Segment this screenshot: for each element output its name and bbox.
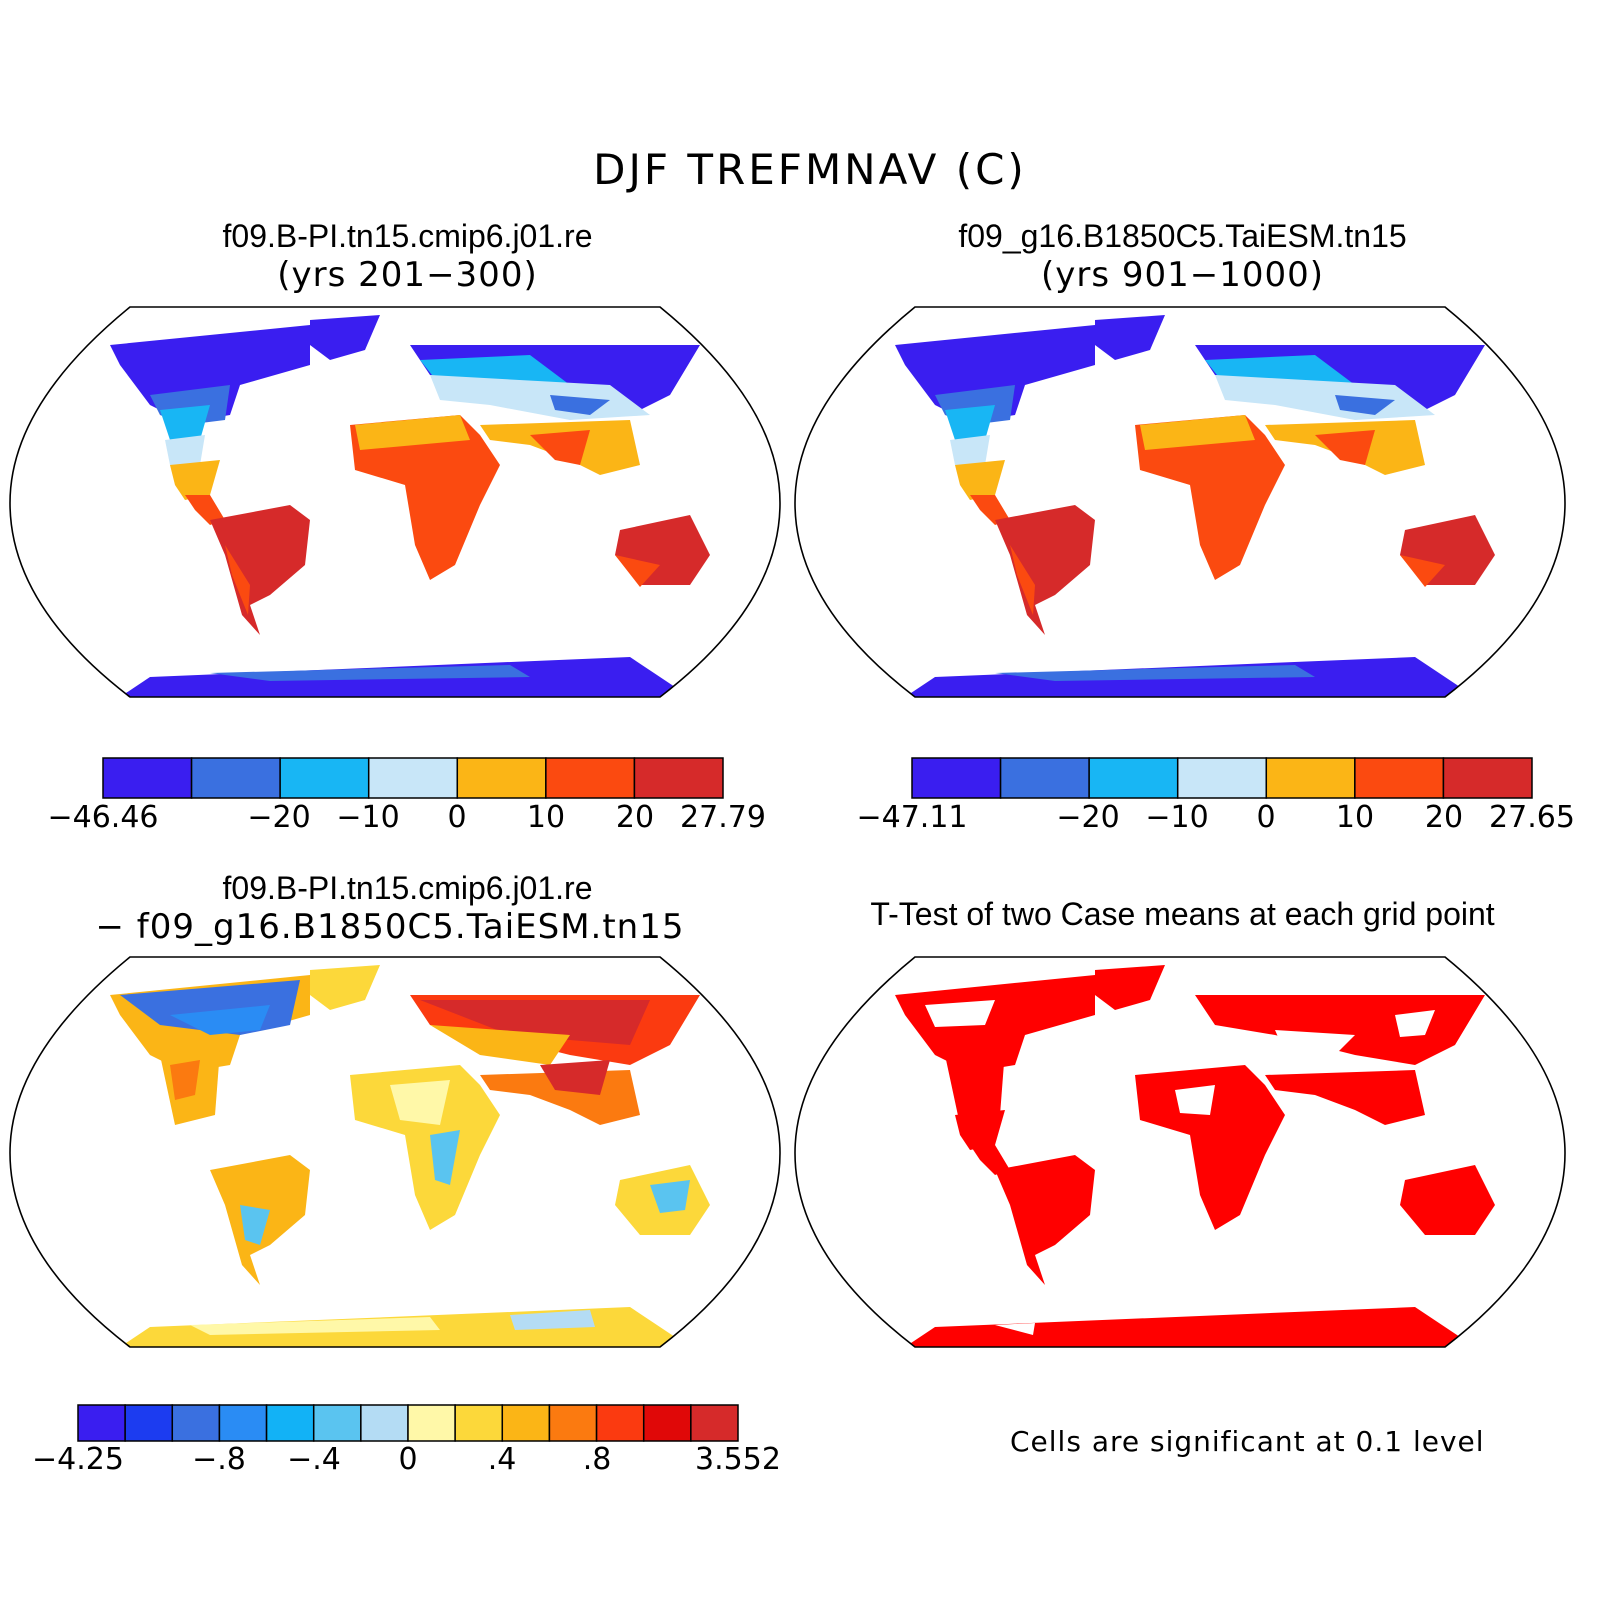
colorbar-box: [367, 757, 459, 799]
colorbar-box: [190, 757, 281, 799]
panel3-colorbar-labels: −4.25 −.8 −.4 0 .4 .8 3.552: [32, 1442, 781, 1482]
panel2-colorbar-labels: −47.11 −20 −10 0 10 20 27.65: [856, 800, 1574, 840]
cbar1-label: 10: [526, 800, 566, 835]
panel3-subtitle: − f09_g16.B1850C5.TaiESM.tn15: [95, 907, 685, 947]
colorbar-box: [279, 757, 370, 799]
panel2-map: [794, 306, 1566, 698]
cbar2-label: 27.65: [1489, 800, 1575, 835]
colorbar-box: [407, 1404, 456, 1442]
colorbar-box: [312, 1404, 362, 1442]
cbar2-label: −10: [1145, 800, 1209, 835]
panel3-map: [9, 956, 781, 1348]
colorbar-box: [1442, 757, 1533, 799]
colorbar-box: [102, 757, 193, 799]
panel1-map: [9, 306, 781, 698]
colorbar-box: [171, 1404, 221, 1442]
cbar3-label: .8: [582, 1442, 612, 1477]
panel2-subtitle: (yrs 901−1000): [1040, 255, 1325, 295]
panel4-title: T-Test of two Case means at each grid po…: [870, 896, 1495, 932]
panel2-colorbar: [911, 757, 1533, 799]
cbar3-label: −4.25: [32, 1442, 124, 1477]
colorbar-box: [642, 1404, 692, 1442]
cbar1-label: −20: [247, 800, 311, 835]
colorbar-box: [501, 1404, 551, 1442]
colorbar-box: [360, 1404, 409, 1442]
cbar2-label: −47.11: [856, 800, 968, 835]
colorbar-box: [1176, 757, 1268, 799]
cbar1-label: 27.79: [680, 800, 766, 835]
panel1-colorbar-labels: −46.46 −20 −10 0 10 20 27.79: [47, 800, 765, 840]
colorbar-box: [548, 1404, 598, 1442]
colorbar-box: [454, 1404, 504, 1442]
figure-title: DJF TREFMNAV (C): [593, 145, 1027, 194]
cbar3-label: .4: [487, 1442, 517, 1477]
cbar2-label: −20: [1056, 800, 1120, 835]
colorbar-box: [265, 1404, 315, 1442]
panel2-title: f09_g16.B1850C5.TaiESM.tn15: [958, 218, 1407, 254]
colorbar-box: [595, 1404, 645, 1442]
panel4-map: [794, 956, 1566, 1348]
significance-note: Cells are significant at 0.1 level: [1010, 1425, 1485, 1458]
cbar2-label: 0: [1256, 800, 1276, 835]
cbar3-label: −.4: [287, 1442, 341, 1477]
cbar3-label: 3.552: [695, 1442, 781, 1477]
colorbar-box: [1088, 757, 1179, 799]
panel1-colorbar: [102, 757, 724, 799]
panel3-title: f09.B-PI.tn15.cmip6.j01.re: [222, 870, 593, 906]
colorbar-box: [1265, 757, 1356, 799]
colorbar-box: [124, 1404, 174, 1442]
cbar3-label: −.8: [192, 1442, 246, 1477]
panel1-subtitle: (yrs 201−300): [277, 255, 538, 295]
colorbar-box: [456, 757, 547, 799]
panel3-colorbar: [77, 1404, 739, 1442]
cbar2-label: 20: [1424, 800, 1464, 835]
cbar1-label: 0: [447, 800, 467, 835]
panel1-title: f09.B-PI.tn15.cmip6.j01.re: [222, 218, 593, 254]
cbar1-label: −10: [336, 800, 400, 835]
colorbar-box: [999, 757, 1090, 799]
cbar1-label: 20: [615, 800, 655, 835]
colorbar-box: [1354, 757, 1445, 799]
colorbar-box: [545, 757, 636, 799]
colorbar-box: [911, 757, 1002, 799]
colorbar-box: [633, 757, 724, 799]
colorbar-box: [690, 1404, 739, 1442]
cbar1-label: −46.46: [47, 800, 159, 835]
colorbar-box: [77, 1404, 126, 1442]
cbar2-label: 10: [1335, 800, 1375, 835]
cbar3-label: 0: [398, 1442, 418, 1477]
colorbar-box: [218, 1404, 268, 1442]
